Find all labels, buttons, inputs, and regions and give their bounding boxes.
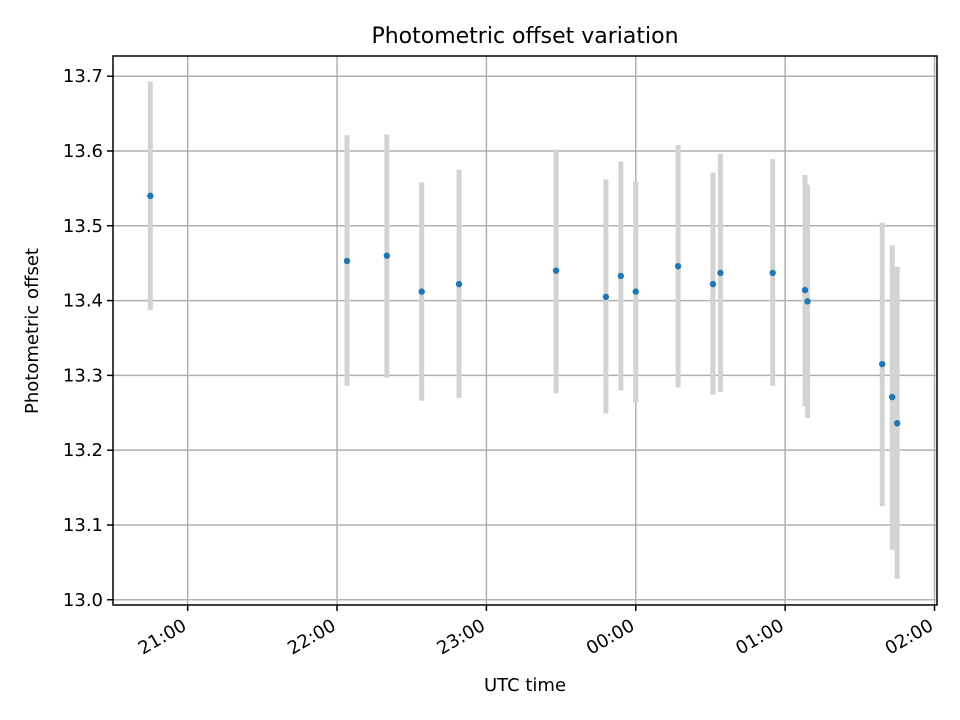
y-tick-label: 13.1 <box>63 515 103 536</box>
plot-frame <box>112 55 938 606</box>
data-point <box>801 286 809 294</box>
data-point <box>383 252 391 259</box>
data-point <box>888 393 896 401</box>
data-point <box>602 293 610 301</box>
data-point <box>769 269 776 277</box>
data-point <box>455 280 463 288</box>
x-axis-label: UTC time <box>484 675 566 696</box>
y-tick-label: 13.7 <box>63 66 103 87</box>
y-tick-label: 13.5 <box>63 216 103 237</box>
data-point <box>147 192 154 200</box>
data-point <box>804 298 811 305</box>
data-point <box>343 257 351 265</box>
data-point <box>632 288 639 295</box>
data-point <box>674 262 682 270</box>
data-point <box>717 269 724 277</box>
y-tick-label: 13.3 <box>63 365 103 386</box>
data-point <box>879 360 886 368</box>
data-point <box>552 267 560 274</box>
chart-title: Photometric offset variation <box>371 24 678 49</box>
data-point <box>893 420 901 427</box>
data-point <box>418 288 425 295</box>
y-axis-label: Photometric offset <box>22 248 43 414</box>
y-tick-label: 13.6 <box>63 141 103 162</box>
y-tick-label: 13.0 <box>63 590 103 611</box>
data-points <box>147 192 901 427</box>
data-point <box>709 280 717 288</box>
y-tick-label: 13.2 <box>63 440 103 461</box>
y-tick-label: 13.4 <box>63 291 103 312</box>
data-point <box>617 272 625 280</box>
grid <box>113 56 937 605</box>
